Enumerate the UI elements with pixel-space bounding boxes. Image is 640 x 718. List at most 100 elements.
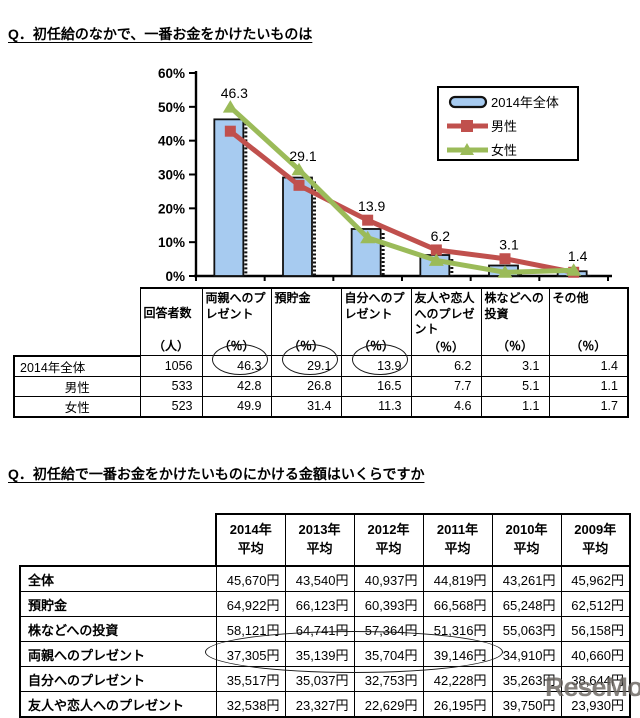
table2-cell: 39,146円 — [422, 641, 493, 667]
table2-cell: 45,962円 — [560, 565, 631, 592]
bar-value-label: 29.1 — [289, 148, 316, 164]
col-header-name: 株などへの投資 — [484, 291, 544, 321]
table2-cell: 62,512円 — [560, 591, 631, 617]
table1-cell: 1.7 — [548, 395, 629, 418]
table1-cell: 11.3 — [340, 395, 412, 418]
col-header-name: 預貯金 — [274, 291, 311, 305]
table1-cell: 13.9 — [340, 355, 412, 377]
table2-cell: 35,517円 — [215, 666, 286, 692]
legend-bar-swatch — [448, 95, 488, 109]
female-line — [228, 105, 574, 275]
table2-cell: 38,644円 — [560, 666, 631, 692]
table1-col-header: 自分へのプレゼント （％） — [340, 287, 412, 356]
table1-cell: 6.2 — [410, 355, 482, 377]
col-header-name: 自分へのプレゼント — [344, 291, 405, 321]
table2-cell: 66,568円 — [422, 591, 493, 617]
col-header-name: 回答者数 — [143, 306, 192, 321]
table2-corner-blank — [20, 514, 216, 566]
male-marker-square — [499, 253, 511, 265]
table1-col-header: 回答者数 （人） — [139, 287, 203, 356]
table1-cell: 7.7 — [410, 375, 482, 397]
y-tick-label: 50% — [158, 100, 185, 115]
table1-col-header: 両親へのプレゼント （％） — [201, 287, 272, 356]
table2-cell: 23,327円 — [284, 691, 355, 718]
table2-cell: 64,741円 — [284, 616, 355, 642]
table1-cell: 3.1 — [480, 355, 550, 377]
female-marker-triangle — [566, 263, 582, 276]
table1-cell: 1.1 — [548, 375, 629, 397]
table2-cell: 43,261円 — [491, 565, 562, 592]
table2-year-header: 2010年 平均 — [491, 513, 562, 567]
table2-cell: 22,629円 — [353, 691, 424, 718]
y-tick-label: 0% — [165, 269, 185, 284]
question2-title: Q．初任給で一番お金をかけたいものにかける金額はいくらですか — [8, 466, 425, 482]
table2-row-label: 株などへの投資 — [19, 616, 217, 642]
table2-cell: 35,263円 — [491, 666, 562, 692]
table2-row-label: 友人や恋人へのプレゼント — [19, 691, 217, 718]
table1-corner-blank — [14, 288, 140, 356]
female-marker-triangle — [360, 230, 376, 244]
table1-cell: 46.3 — [201, 355, 272, 377]
table1-cell: 533 — [139, 375, 203, 397]
y-tick-label: 10% — [158, 235, 185, 250]
y-tick-label: 40% — [158, 134, 185, 149]
table1-cell: 42.8 — [201, 375, 272, 397]
table2-row-label: 全体 — [19, 565, 217, 592]
amount-table: 2014年 平均 2013年 平均 2012年 平均 2011年 平均 2010年 平均 2009年… — [19, 513, 631, 718]
table1-col-header: 預貯金 （％） — [270, 287, 342, 356]
table1-cell: 29.1 — [270, 355, 342, 377]
legend-label-male: 男性 — [491, 119, 517, 134]
table2-cell: 32,753円 — [353, 666, 424, 692]
table1-cell: 1.1 — [480, 395, 550, 418]
table1-cell: 49.9 — [201, 395, 272, 418]
male-line — [228, 129, 575, 275]
table1-cell: 523 — [139, 395, 203, 418]
table1-cell: 26.8 — [270, 375, 342, 397]
female-marker-triangle — [291, 162, 307, 176]
legend-label-total: 2014年全体 — [491, 95, 559, 110]
legend-label-female: 女性 — [491, 143, 517, 158]
col-header-unit: （％） — [496, 339, 533, 353]
first-salary-spending-chart: 0% 10% 20% 30% 40% 50% 60% 46.3 29.1 13.9 6.2 3.1 1.… — [158, 66, 612, 284]
col-header-unit: （％） — [357, 339, 394, 353]
legend-female-marker — [460, 143, 474, 155]
female-marker-triangle — [222, 100, 238, 113]
bar-2014-total — [282, 176, 313, 277]
table2-cell: 58,121円 — [215, 616, 286, 642]
bar-value-label: 13.9 — [358, 198, 385, 214]
col-header-name: その他 — [552, 291, 589, 305]
table2-cell: 65,248円 — [491, 591, 562, 617]
table1-row-label: 女性 — [13, 395, 141, 418]
table1-cell: 1.4 — [548, 355, 629, 377]
col-header-unit: （人） — [152, 339, 189, 353]
female-marker-triangle — [428, 253, 444, 266]
table2-cell: 60,393円 — [353, 591, 424, 617]
table1-row-label: 2014年全体 — [13, 354, 141, 377]
table1-cell: 5.1 — [480, 375, 550, 397]
y-tick-label: 30% — [158, 168, 185, 183]
table1-row-label: 男性 — [13, 375, 141, 397]
table1-cell: 16.5 — [340, 375, 412, 397]
table2-year-header: 2009年 平均 — [560, 513, 631, 567]
col-header-unit: （％） — [570, 339, 607, 353]
female-marker-triangle — [497, 265, 513, 278]
table1-col-header: その他 （％） — [548, 287, 629, 356]
male-marker-square — [293, 179, 305, 191]
table2-year-header: 2012年 平均 — [353, 513, 424, 567]
table2-cell: 34,910円 — [491, 641, 562, 667]
table1-col-header: 株などへの投資 （％） — [480, 287, 550, 356]
table2-year-header: 2013年 平均 — [284, 513, 355, 567]
male-marker-square — [430, 244, 442, 256]
table1-cell: 4.6 — [410, 395, 482, 418]
col-header-name: 友人や恋人へのプレゼント — [414, 291, 475, 337]
table2-cell: 44,819円 — [422, 565, 493, 592]
bar-value-label: 46.3 — [221, 85, 248, 101]
male-marker-square — [224, 125, 236, 137]
table1-cell: 1056 — [139, 355, 203, 377]
table2-cell: 40,937円 — [353, 565, 424, 592]
percentage-table: 回答者数 （人） 両親へのプレゼント （％） 預貯金 （％） 自分へのプレゼント （％） 友人や… — [13, 287, 629, 418]
table2-cell: 64,922円 — [215, 591, 286, 617]
bar-value-label: 3.1 — [499, 237, 519, 253]
resemom-watermark-logo: ReseMom. リセマム — [545, 672, 640, 703]
